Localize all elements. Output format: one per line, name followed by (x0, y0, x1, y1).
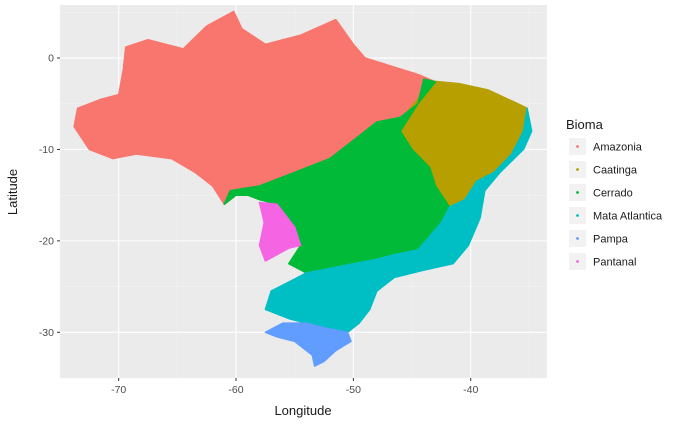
y-tick-label: -30 (39, 327, 54, 339)
axis-ticks: -70 -60 -50 -40 0 -10 -20 -30 (39, 53, 479, 396)
region-mata-atlantica (264, 107, 533, 334)
legend-dot-amazonia (576, 145, 579, 148)
x-tick-label: -70 (111, 384, 126, 396)
legend-label-cerrado: Cerrado (593, 188, 633, 200)
legend-label-pantanal: Pantanal (593, 257, 636, 269)
legend-dot-pampa (576, 237, 579, 240)
region-pantanal (258, 201, 302, 262)
legend-label-pampa: Pampa (593, 234, 629, 246)
legend-label-amazonia: Amazonia (593, 142, 643, 154)
y-tick-label: 0 (48, 53, 54, 65)
y-tick-label: -20 (39, 235, 54, 247)
biome-regions (73, 10, 533, 367)
y-axis-title: Latitude (5, 169, 20, 215)
region-cerrado (223, 78, 451, 274)
x-tick-label: -40 (463, 384, 478, 396)
legend-title: Bioma (566, 117, 604, 132)
legend: Bioma Amazonia Caatinga Cerrado Mata Atlant… (566, 117, 663, 270)
legend-dot-mata-atlantica (576, 214, 579, 217)
legend-label-mata-atlantica: Mata Atlantica (593, 211, 663, 223)
y-tick-label: -10 (39, 144, 54, 156)
x-axis-title: Longitude (274, 403, 331, 418)
legend-dot-pantanal (576, 260, 579, 263)
x-tick-label: -50 (346, 384, 361, 396)
legend-label-caatinga: Caatinga (593, 165, 638, 177)
legend-items: Amazonia Caatinga Cerrado Mata Atlantica Pam… (569, 138, 663, 270)
legend-dot-cerrado (576, 191, 579, 194)
legend-dot-caatinga (576, 168, 579, 171)
region-amazonia (73, 10, 437, 206)
x-tick-label: -60 (228, 384, 243, 396)
region-pampa (264, 322, 352, 367)
